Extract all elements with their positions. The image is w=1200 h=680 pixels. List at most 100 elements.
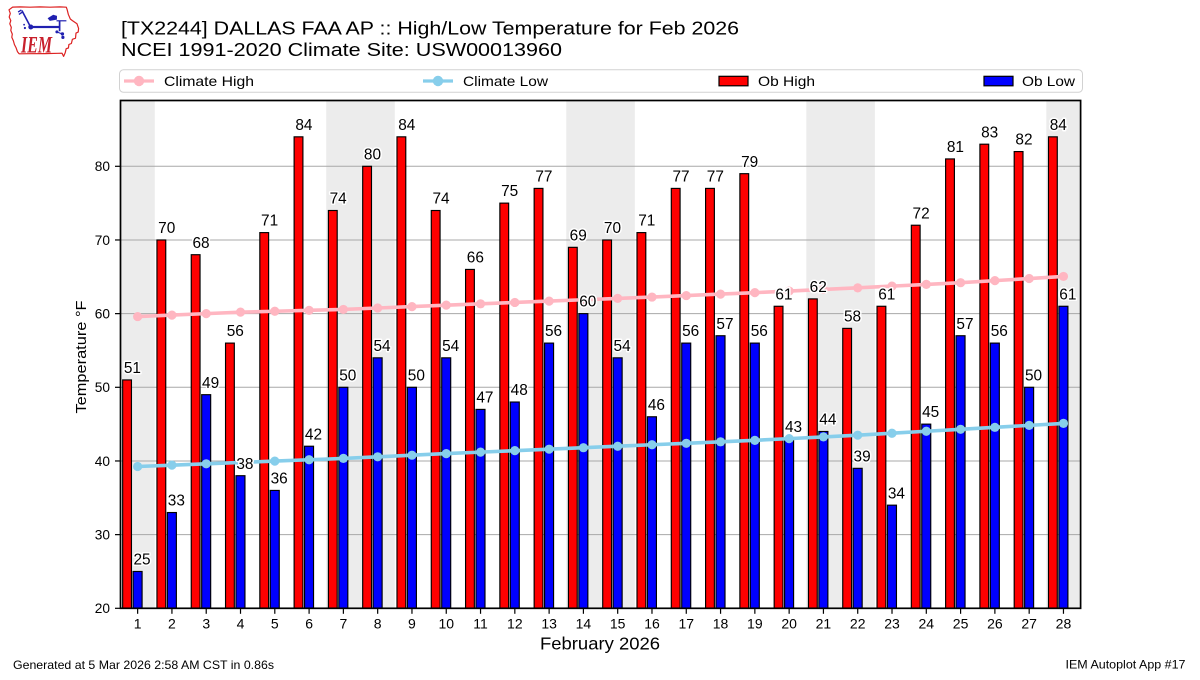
svg-text:Ob High: Ob High — [758, 74, 815, 89]
svg-text:36: 36 — [271, 471, 288, 488]
svg-text:9: 9 — [408, 615, 416, 631]
svg-text:23: 23 — [884, 615, 900, 631]
svg-text:61: 61 — [775, 286, 792, 303]
svg-text:24: 24 — [919, 615, 935, 631]
svg-text:30: 30 — [95, 528, 111, 543]
svg-text:84: 84 — [295, 117, 313, 134]
svg-text:3: 3 — [202, 615, 210, 631]
svg-text:54: 54 — [442, 338, 460, 355]
svg-text:20: 20 — [95, 601, 111, 616]
svg-text:46: 46 — [648, 397, 665, 414]
svg-text:IEM Autoplot App #17: IEM Autoplot App #17 — [1066, 659, 1186, 672]
svg-text:21: 21 — [816, 615, 832, 631]
svg-text:49: 49 — [202, 375, 219, 392]
svg-text:34: 34 — [888, 485, 906, 502]
svg-text:Climate High: Climate High — [164, 74, 254, 89]
svg-text:17: 17 — [678, 615, 694, 631]
svg-text:5: 5 — [271, 615, 279, 631]
svg-text:10: 10 — [438, 615, 454, 631]
svg-text:56: 56 — [682, 323, 699, 340]
svg-text:61: 61 — [1059, 286, 1076, 303]
svg-text:72: 72 — [913, 205, 930, 222]
svg-text:50: 50 — [95, 380, 111, 395]
svg-text:68: 68 — [192, 235, 209, 252]
svg-text:71: 71 — [638, 213, 655, 230]
svg-text:6: 6 — [305, 615, 313, 631]
svg-text:47: 47 — [476, 390, 493, 407]
svg-text:13: 13 — [541, 615, 557, 631]
svg-text:74: 74 — [330, 191, 348, 208]
svg-text:83: 83 — [981, 124, 998, 141]
svg-text:56: 56 — [751, 323, 768, 340]
svg-text:57: 57 — [716, 316, 733, 333]
svg-text:28: 28 — [1056, 615, 1072, 631]
svg-text:20: 20 — [781, 615, 797, 631]
svg-text:12: 12 — [507, 615, 523, 631]
svg-text:70: 70 — [158, 220, 175, 237]
svg-text:16: 16 — [644, 615, 660, 631]
svg-text:43: 43 — [785, 419, 802, 436]
svg-text:69: 69 — [570, 227, 587, 244]
svg-text:54: 54 — [614, 338, 632, 355]
svg-text:77: 77 — [535, 169, 552, 186]
svg-text:15: 15 — [610, 615, 626, 631]
svg-text:75: 75 — [501, 183, 518, 200]
svg-text:77: 77 — [673, 169, 690, 186]
svg-text:Climate Low: Climate Low — [463, 74, 548, 89]
svg-text:62: 62 — [810, 279, 827, 296]
svg-text:33: 33 — [168, 493, 185, 510]
svg-text:80: 80 — [364, 146, 381, 163]
svg-text:58: 58 — [844, 308, 861, 325]
svg-text:40: 40 — [95, 454, 111, 469]
svg-text:42: 42 — [305, 426, 322, 443]
svg-text:18: 18 — [713, 615, 729, 631]
svg-text:[TX2244] DALLAS FAA AP :: High: [TX2244] DALLAS FAA AP :: High/Low Tempe… — [121, 18, 739, 38]
svg-text:50: 50 — [408, 367, 425, 384]
svg-text:61: 61 — [878, 286, 895, 303]
svg-text:60: 60 — [579, 294, 596, 311]
svg-text:38: 38 — [236, 456, 253, 473]
svg-text:80: 80 — [95, 159, 111, 174]
svg-text:14: 14 — [576, 615, 592, 631]
svg-text:56: 56 — [991, 323, 1008, 340]
svg-text:25: 25 — [953, 615, 969, 631]
svg-text:54: 54 — [374, 338, 392, 355]
svg-text:81: 81 — [947, 139, 964, 156]
svg-text:19: 19 — [747, 615, 763, 631]
svg-text:84: 84 — [398, 117, 416, 134]
svg-text:22: 22 — [850, 615, 866, 631]
svg-text:1: 1 — [134, 615, 142, 631]
svg-text:IEM: IEM — [20, 32, 53, 57]
svg-text:70: 70 — [604, 220, 621, 237]
svg-text:57: 57 — [956, 316, 973, 333]
svg-text:82: 82 — [1015, 132, 1032, 149]
svg-text:Generated at 5 Mar 2026 2:58 A: Generated at 5 Mar 2026 2:58 AM CST in 0… — [13, 659, 274, 672]
svg-text:44: 44 — [819, 412, 837, 429]
svg-text:Temperature °F: Temperature °F — [73, 301, 90, 414]
svg-text:25: 25 — [133, 552, 150, 569]
svg-text:66: 66 — [467, 250, 484, 267]
svg-text:27: 27 — [1021, 615, 1037, 631]
svg-text:50: 50 — [339, 367, 356, 384]
svg-text:74: 74 — [432, 191, 450, 208]
svg-text:84: 84 — [1050, 117, 1068, 134]
svg-text:77: 77 — [707, 169, 724, 186]
svg-text:February 2026: February 2026 — [540, 633, 660, 653]
svg-text:Ob Low: Ob Low — [1022, 74, 1075, 89]
svg-text:39: 39 — [854, 448, 871, 465]
svg-text:NCEI 1991-2020 Climate Site: U: NCEI 1991-2020 Climate Site: USW00013960 — [121, 40, 562, 60]
svg-text:4: 4 — [237, 615, 245, 631]
svg-text:45: 45 — [922, 404, 939, 421]
svg-text:7: 7 — [339, 615, 347, 631]
svg-text:79: 79 — [741, 154, 758, 171]
svg-text:71: 71 — [261, 213, 278, 230]
svg-text:56: 56 — [227, 323, 244, 340]
svg-text:11: 11 — [473, 615, 488, 631]
svg-text:48: 48 — [511, 382, 528, 399]
svg-text:51: 51 — [124, 360, 141, 377]
svg-text:2: 2 — [168, 615, 176, 631]
svg-text:50: 50 — [1025, 367, 1042, 384]
svg-text:70: 70 — [95, 233, 111, 248]
svg-text:8: 8 — [374, 615, 382, 631]
svg-text:60: 60 — [95, 307, 111, 322]
